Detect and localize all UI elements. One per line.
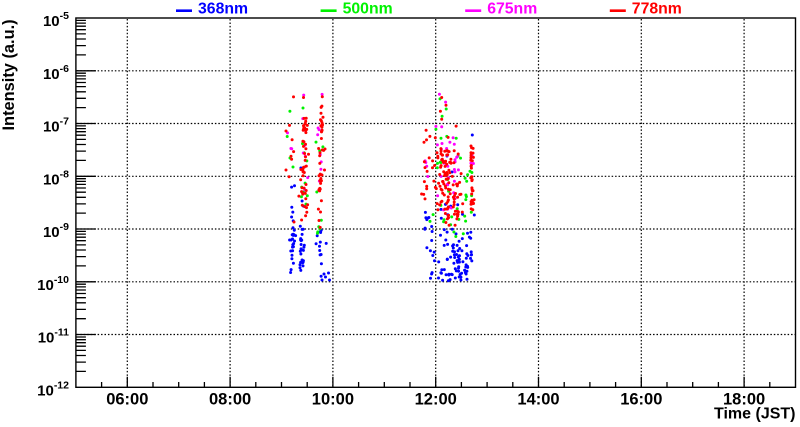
svg-text:16:00: 16:00 [620,391,662,409]
svg-text:12:00: 12:00 [415,391,457,409]
svg-text:10:00: 10:00 [312,391,354,409]
svg-text:14:00: 14:00 [517,391,559,409]
svg-text:Intensity (a.u.): Intensity (a.u.) [0,19,18,130]
svg-text:08:00: 08:00 [209,391,251,409]
svg-text:18:00: 18:00 [723,391,765,409]
svg-text:06:00: 06:00 [106,391,148,409]
svg-text:500nm: 500nm [343,0,393,17]
svg-text:368nm: 368nm [198,0,248,17]
svg-text:778nm: 778nm [632,0,682,17]
svg-text:675nm: 675nm [487,0,537,17]
svg-text:Time (JST): Time (JST) [714,406,796,423]
